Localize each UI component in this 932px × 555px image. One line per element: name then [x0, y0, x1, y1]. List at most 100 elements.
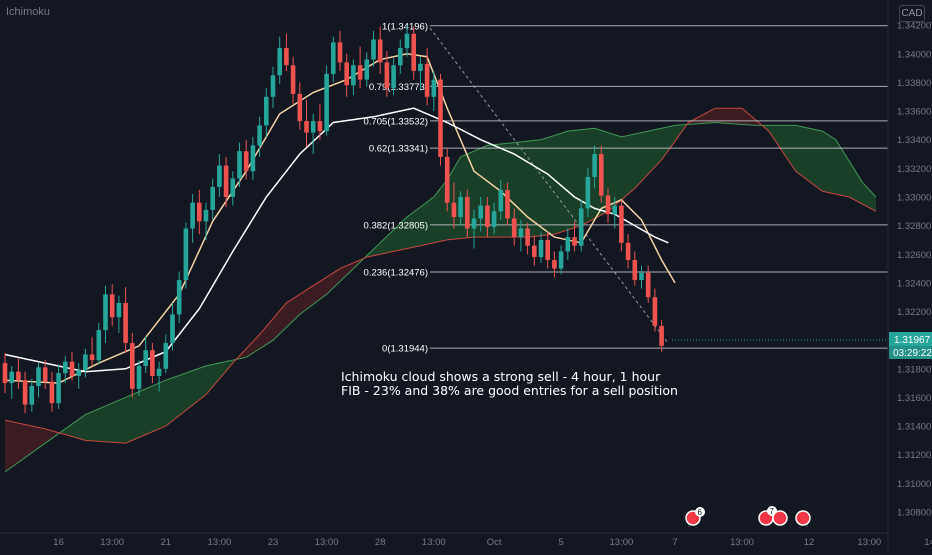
x-tick-label: 28	[375, 537, 386, 548]
candle	[270, 66, 276, 109]
candle	[109, 284, 115, 326]
candle	[404, 25, 410, 57]
countdown-text: 03:29:22	[893, 348, 932, 359]
candle	[250, 136, 256, 180]
candle	[29, 378, 35, 412]
candle	[210, 178, 215, 220]
candle	[230, 171, 236, 206]
candle-body	[605, 195, 611, 215]
y-tick-label: 1.33000	[897, 192, 931, 203]
candle-body	[49, 381, 55, 404]
candle	[42, 360, 48, 389]
candle-body	[264, 96, 269, 126]
candle	[243, 139, 249, 180]
event-markers[interactable]: 6 7	[685, 506, 811, 526]
candle-body	[197, 202, 202, 222]
candle	[89, 337, 95, 366]
y-tick-label: 1.31600	[897, 393, 931, 404]
currency-badge[interactable]: CAD	[899, 5, 925, 22]
candle-body	[578, 208, 584, 246]
candle	[190, 194, 195, 243]
candle-body	[156, 368, 162, 376]
x-tick-label: 23	[268, 537, 279, 548]
candle-body	[337, 42, 343, 63]
chart-annotation[interactable]: Ichimoku cloud shows a strong sell - 4 h…	[341, 370, 678, 398]
candle-body	[652, 297, 658, 326]
y-tick-label: 1.33800	[897, 78, 931, 89]
candle	[304, 99, 309, 147]
y-axis[interactable]: 1.34200 1.34000 1.33800 1.33600 1.33400 1.332…	[897, 21, 931, 519]
candle-body	[143, 350, 148, 366]
candle-body	[438, 79, 443, 157]
candle	[565, 228, 571, 260]
candle-body	[511, 218, 517, 238]
event-marker-2[interactable]: 7	[758, 506, 788, 526]
candle	[284, 33, 289, 71]
indicator-title: Ichimoku	[6, 6, 51, 18]
candle	[351, 59, 356, 96]
candle	[2, 353, 8, 394]
candle-body	[525, 228, 530, 246]
candle	[16, 358, 21, 389]
annotation-line-2: FIB - 23% and 38% are good entries for a…	[341, 383, 678, 398]
x-tick-label: Oct	[487, 537, 502, 548]
candle	[505, 182, 510, 226]
event-marker-3[interactable]	[795, 510, 811, 526]
candle	[485, 196, 490, 238]
candle-body	[585, 176, 591, 209]
y-tick-label: 1.33200	[897, 164, 931, 175]
candle-body	[250, 145, 256, 172]
candle	[558, 245, 564, 275]
candle	[344, 53, 349, 97]
x-tick-label: 5	[558, 537, 563, 548]
candle-body	[36, 367, 41, 386]
x-tick-label: 13:00	[315, 537, 339, 548]
candle	[123, 287, 128, 354]
event-marker-1[interactable]: 6	[685, 507, 705, 526]
candle	[264, 88, 269, 137]
candle	[444, 148, 450, 212]
candle	[525, 222, 530, 255]
candle-body	[364, 59, 370, 80]
candle	[277, 36, 282, 84]
candle-body	[532, 245, 537, 258]
x-tick-label: 16	[53, 537, 64, 548]
candle-body	[183, 228, 189, 281]
candle-body	[290, 65, 296, 94]
candle	[411, 26, 416, 80]
candle	[418, 56, 423, 92]
candle	[645, 265, 651, 303]
fib-level-label: 0.382(1.32805)	[364, 220, 428, 231]
fibonacci-retracement[interactable]: 1(1.34196) 0.79(1.33773) 0.705(1.33532) 0.6…	[364, 21, 888, 355]
candle-body	[150, 350, 155, 376]
candle-body	[344, 62, 349, 86]
candle-body	[431, 79, 437, 97]
candle	[619, 199, 624, 252]
candle	[223, 156, 229, 208]
y-tick-label: 1.30800	[897, 507, 931, 518]
candle	[290, 56, 296, 104]
y-tick-label: 1.31800	[897, 364, 931, 375]
event-count-2: 7	[770, 507, 775, 516]
x-axis[interactable]: 16 13:00 21 13:00 23 13:00 28 13:00 Oct 5 13:00 7 13…	[53, 537, 932, 548]
fib-level-label: 0.79(1.33773)	[369, 82, 428, 93]
candle-body	[277, 48, 282, 76]
candle	[659, 320, 664, 352]
candle	[578, 199, 584, 252]
candle-body	[485, 205, 490, 228]
candle-body	[203, 209, 209, 222]
candle	[545, 231, 550, 269]
candle-body	[83, 354, 88, 371]
candle-body	[398, 48, 403, 66]
candle	[478, 196, 483, 232]
annotation-line-1: Ichimoku cloud shows a strong sell - 4 h…	[341, 369, 661, 384]
candle-body	[230, 178, 236, 197]
candle	[498, 179, 504, 220]
candle-body	[89, 354, 95, 361]
candle	[49, 371, 55, 412]
candle	[384, 50, 390, 97]
candle	[36, 363, 41, 398]
candle	[257, 116, 262, 157]
